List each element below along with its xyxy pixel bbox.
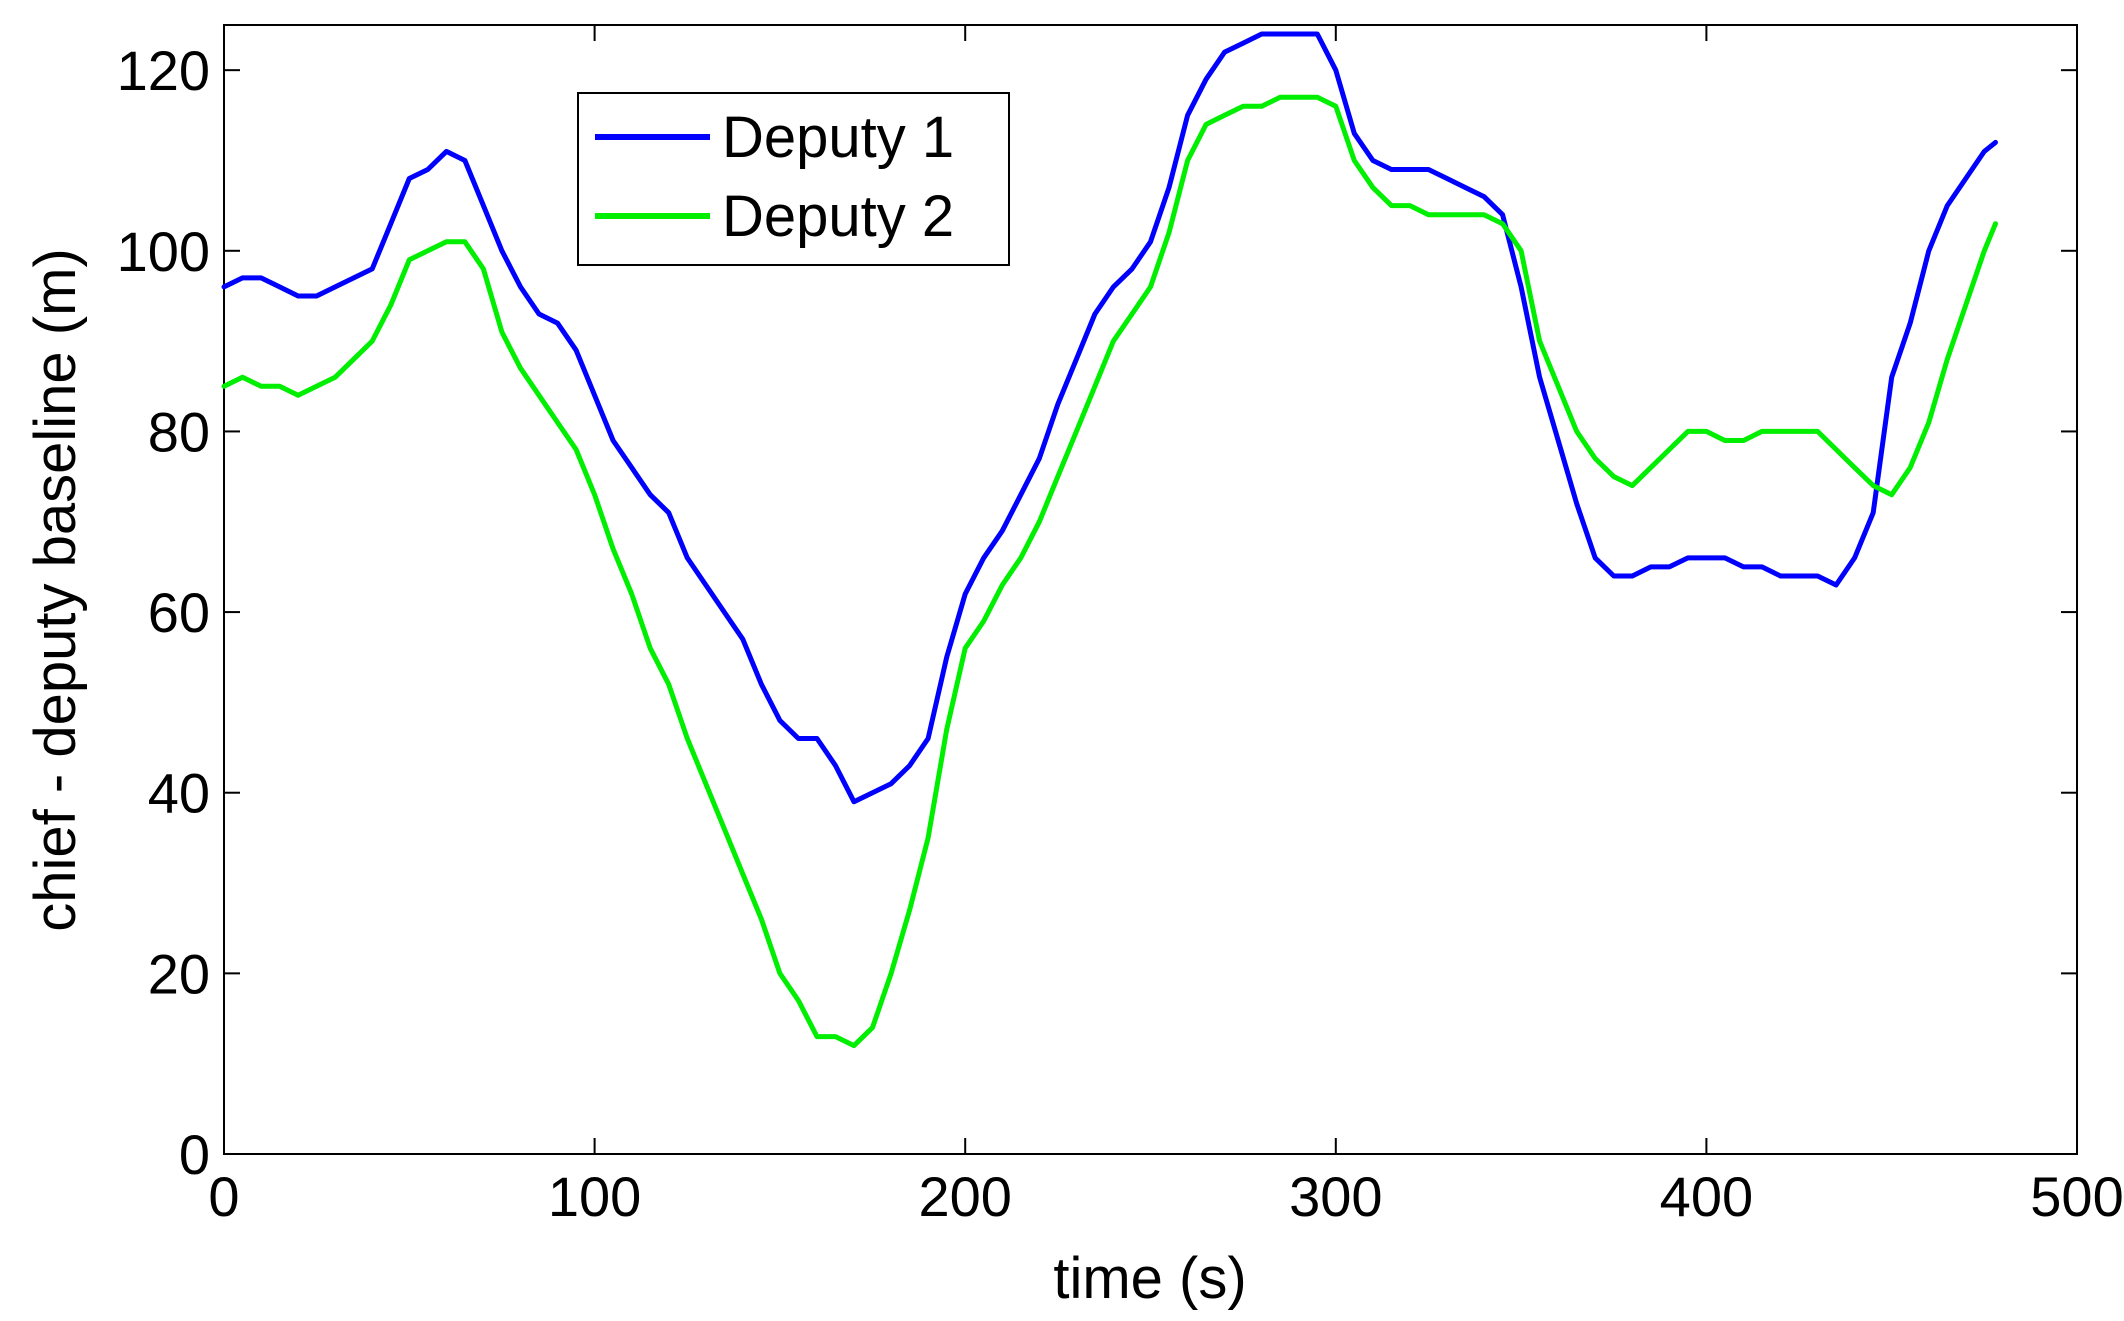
x-tick-label: 200	[918, 1165, 1011, 1228]
y-tick-label: 80	[148, 400, 210, 463]
x-tick-label: 500	[2030, 1165, 2123, 1228]
y-tick-label: 120	[117, 39, 210, 102]
y-tick-labels: 0 20 40 60 80 100 120	[117, 39, 210, 1186]
x-axis-title: time (s)	[1053, 1246, 1246, 1311]
legend-box	[577, 92, 1010, 266]
series-line-deputy-2	[221, 94, 1998, 1049]
series-line-deputy-1	[221, 31, 1998, 805]
x-tick-label: 0	[208, 1165, 239, 1228]
y-tick-label: 100	[117, 220, 210, 283]
legend-label-deputy-2: Deputy 2	[722, 184, 954, 249]
axis-ticks	[223, 25, 2078, 1155]
plot-area	[223, 24, 2078, 1155]
y-axis-title: chief - deputy baseline (m)	[23, 248, 88, 931]
legend: Deputy 1 Deputy 2	[577, 92, 1010, 266]
x-tick-label: 100	[548, 1165, 641, 1228]
x-tick-label: 400	[1660, 1165, 1753, 1228]
legend-label-deputy-1: Deputy 1	[722, 105, 954, 170]
y-tick-label: 60	[148, 581, 210, 644]
x-tick-labels: 0 100 200 300 400 500	[208, 1165, 2123, 1228]
y-tick-label: 0	[179, 1123, 210, 1186]
y-tick-label: 20	[148, 942, 210, 1005]
series-lines	[221, 31, 1998, 1049]
x-tick-label: 300	[1289, 1165, 1382, 1228]
y-tick-label: 40	[148, 762, 210, 825]
